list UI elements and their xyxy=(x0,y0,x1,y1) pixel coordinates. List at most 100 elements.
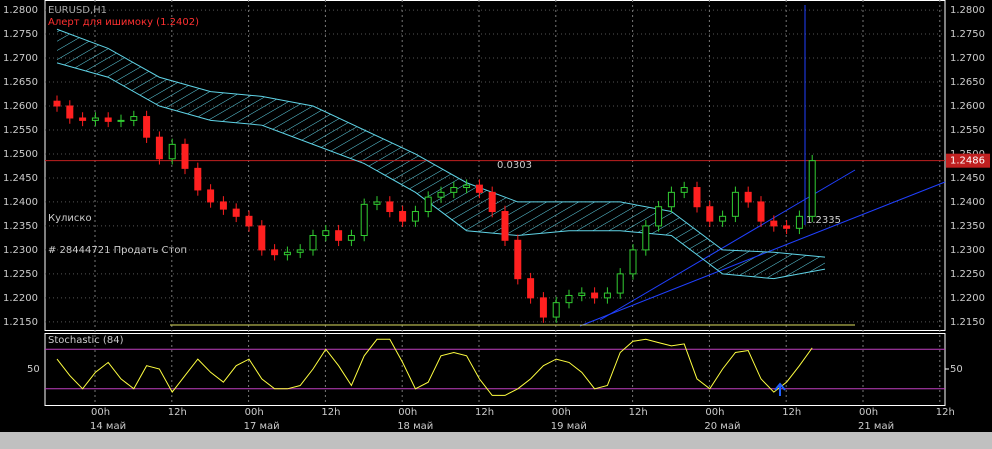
candle-body xyxy=(232,208,240,217)
date-label: 20 май xyxy=(704,421,740,432)
y-tick-label: 1.2350 xyxy=(950,221,985,232)
candle-body xyxy=(91,117,99,121)
y-tick-label: 1.2450 xyxy=(3,173,38,184)
trend-line xyxy=(579,181,946,327)
candle-body xyxy=(616,273,624,294)
y-tick-label: 1.2250 xyxy=(950,269,985,280)
date-label: 14 май xyxy=(90,421,126,432)
y-tick-label: 1.2750 xyxy=(3,29,38,40)
candle-body xyxy=(667,191,675,208)
candle-body xyxy=(53,100,61,107)
x-tick-label: 12h xyxy=(936,407,955,418)
candle-body xyxy=(335,230,343,241)
y-tick-label: 1.2350 xyxy=(3,221,38,232)
annotation: # 28444721 Продать Стоп xyxy=(48,245,187,256)
candle-body xyxy=(552,302,560,318)
candle-body xyxy=(527,278,535,299)
y-tick-label: 1.2150 xyxy=(3,317,38,328)
candle-body xyxy=(795,215,803,229)
y-tick-label: 1.2600 xyxy=(950,101,985,112)
alert-text: Алерт для ишимоку (1.2402) xyxy=(48,17,199,28)
scrollbar[interactable] xyxy=(0,432,992,449)
candle-body xyxy=(450,187,458,193)
y-tick-label: 1.2400 xyxy=(3,197,38,208)
candle-body xyxy=(130,116,138,121)
candle-body xyxy=(117,119,125,122)
y-tick-label: 50 xyxy=(950,364,963,375)
stoch-title: Stochastic (84) xyxy=(48,335,124,346)
x-tick-label: 00h xyxy=(705,407,724,418)
annotation: Кулиско xyxy=(48,213,92,224)
y-tick-label: 1.2650 xyxy=(950,77,985,88)
candle-body xyxy=(731,191,739,217)
cloud-upper xyxy=(56,28,826,258)
candle-body xyxy=(219,201,227,210)
y-tick-label: 1.2200 xyxy=(950,293,985,304)
candle-body xyxy=(207,189,215,203)
y-tick-label: 1.2650 xyxy=(3,77,38,88)
candle-body xyxy=(591,292,599,299)
stochastic-line xyxy=(56,338,813,396)
y-tick-label: 1.2300 xyxy=(950,245,985,256)
candle-body xyxy=(309,235,317,251)
candle-body xyxy=(373,201,381,205)
candle-body xyxy=(66,105,74,119)
date-label: 18 май xyxy=(397,421,433,432)
candle-body xyxy=(565,294,573,304)
candle-body xyxy=(693,187,701,208)
candle-body xyxy=(143,116,151,138)
candle-body xyxy=(757,201,765,222)
candle-body xyxy=(168,143,176,160)
cloud xyxy=(57,29,825,279)
symbol-header: EURUSD,H1 xyxy=(48,5,107,16)
candle-body xyxy=(258,225,266,251)
x-tick-label: 12h xyxy=(475,407,494,418)
x-tick-label: 12h xyxy=(629,407,648,418)
candle-body xyxy=(79,117,87,121)
y-tick-label: 1.2700 xyxy=(950,53,985,64)
cloud-lower xyxy=(56,62,826,280)
candle-body xyxy=(181,143,189,169)
candle-body xyxy=(245,215,253,227)
y-tick-label: 1.2300 xyxy=(3,245,38,256)
y-tick-label: 1.2550 xyxy=(3,125,38,136)
candle-body xyxy=(360,203,368,237)
y-tick-label: 1.2400 xyxy=(950,197,985,208)
candle-body xyxy=(104,117,112,122)
y-tick-label: 1.2600 xyxy=(3,101,38,112)
candle-body xyxy=(488,191,496,213)
candle-body xyxy=(283,251,291,256)
annotation: 0.0303 xyxy=(497,160,532,171)
x-tick-label: 00h xyxy=(91,407,110,418)
y-tick-label: 1.2550 xyxy=(950,125,985,136)
candle-body xyxy=(642,225,650,251)
x-tick-label: 00h xyxy=(245,407,264,418)
candle-body xyxy=(194,167,202,191)
candle-body xyxy=(411,211,419,222)
y-tick-label: 1.2800 xyxy=(3,5,38,16)
candle-body xyxy=(770,220,778,227)
candle-body xyxy=(706,206,714,222)
main-frame xyxy=(44,0,946,331)
arrow-marker xyxy=(774,382,786,396)
y-tick-label: 1.2150 xyxy=(950,317,985,328)
candle-body xyxy=(744,191,752,203)
candle-body xyxy=(322,230,330,237)
candle-body xyxy=(603,292,611,299)
y-tick-label: 1.2750 xyxy=(950,29,985,40)
annotation: 1.2335 xyxy=(806,215,841,226)
candle-body xyxy=(437,191,445,198)
candle-body xyxy=(501,211,509,241)
x-tick-label: 12h xyxy=(321,407,340,418)
candle-body xyxy=(463,184,471,189)
y-tick-label: 1.2200 xyxy=(3,293,38,304)
candle-body xyxy=(296,249,304,253)
candle-body xyxy=(655,206,663,227)
candle-body xyxy=(514,239,522,280)
candle-body xyxy=(386,201,394,213)
x-tick-label: 00h xyxy=(552,407,571,418)
last-price-box xyxy=(946,153,990,168)
candle-body xyxy=(424,196,432,213)
candle-body xyxy=(629,249,637,275)
